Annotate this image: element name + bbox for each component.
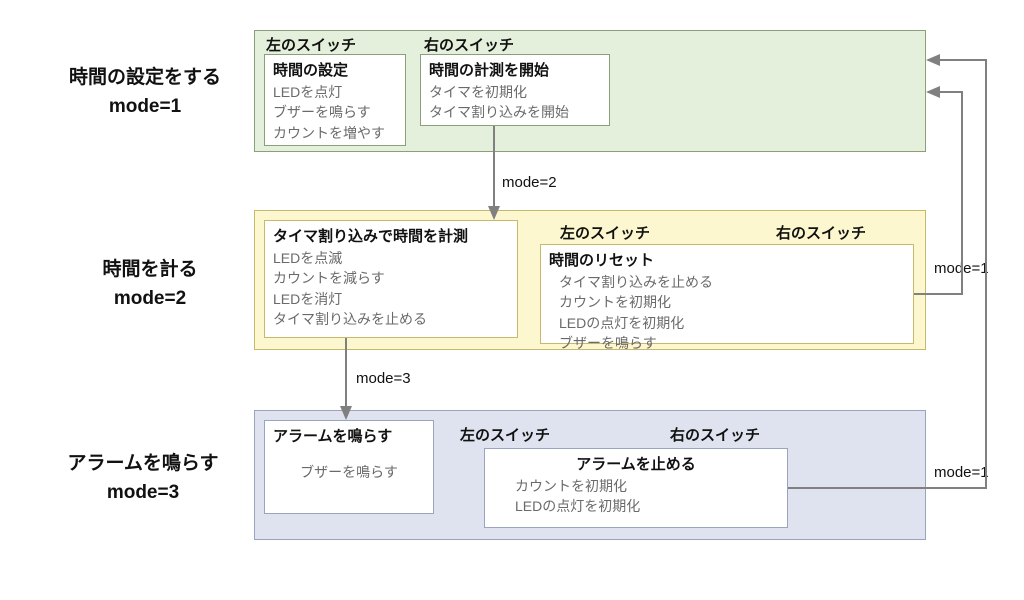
mode3-side-label: アラームを鳴らす mode=3 (38, 450, 248, 507)
mode1-right-switch-label: 右のスイッチ (424, 34, 514, 55)
mode2-side-label: 時間を計る mode=2 (70, 256, 230, 313)
mode3-left-switch-label: 左のスイッチ (460, 424, 550, 445)
mode3-right-subbox: アラームを止める カウントを初期化 LEDの点灯を初期化 (484, 448, 788, 528)
mode1-right-lines: タイマを初期化 タイマ割り込みを開始 (421, 82, 609, 129)
mode2-left-switch-label: 左のスイッチ (560, 222, 650, 243)
mode1-side-sub: mode=1 (50, 93, 240, 122)
mode1-left-subbox: 時間の設定 LEDを点灯 ブザーを鳴らす カウントを増やす (264, 54, 406, 146)
mode3-left-subbox: アラームを鳴らす ブザーを鳴らす (264, 420, 434, 514)
mode1-left-lines: LEDを点灯 ブザーを鳴らす カウントを増やす (265, 82, 405, 149)
mode2-side-title: 時間を計る (70, 256, 230, 285)
mode2-left-title: タイマ割り込みで時間を計測 (265, 221, 517, 248)
edge-2-1-label: mode=1 (934, 260, 989, 277)
mode3-left-lines: ブザーを鳴らす (265, 448, 433, 488)
edge-3-1-label: mode=1 (934, 464, 989, 481)
mode2-right-switch-label: 右のスイッチ (776, 222, 866, 243)
mode3-right-switch-label: 右のスイッチ (670, 424, 760, 445)
mode3-right-lines: カウントを初期化 LEDの点灯を初期化 (485, 476, 787, 523)
mode1-right-subbox: 時間の計測を開始 タイマを初期化 タイマ割り込みを開始 (420, 54, 610, 126)
diagram-stage: 時間の設定をする mode=1 時間を計る mode=2 アラームを鳴らす mo… (0, 0, 1024, 600)
mode1-side-title: 時間の設定をする (50, 64, 240, 93)
edge-1-2-label: mode=2 (502, 174, 557, 191)
mode2-right-subbox: 時間のリセット タイマ割り込みを止める カウントを初期化 LEDの点灯を初期化 … (540, 244, 914, 344)
mode1-left-title: 時間の設定 (265, 55, 405, 82)
edge-2-3-label: mode=3 (356, 370, 411, 387)
mode1-right-title: 時間の計測を開始 (421, 55, 609, 82)
mode3-side-title: アラームを鳴らす (38, 450, 248, 479)
mode2-side-sub: mode=2 (70, 285, 230, 314)
mode1-side-label: 時間の設定をする mode=1 (50, 64, 240, 121)
mode3-side-sub: mode=3 (38, 479, 248, 508)
mode1-left-switch-label: 左のスイッチ (266, 34, 356, 55)
mode3-left-title: アラームを鳴らす (265, 421, 433, 448)
mode2-right-lines: タイマ割り込みを止める カウントを初期化 LEDの点灯を初期化 ブザーを鳴らす (541, 272, 913, 359)
mode2-left-lines: LEDを点滅 カウントを減らす LEDを消灯 タイマ割り込みを止める (265, 248, 517, 335)
mode3-right-title: アラームを止める (485, 449, 787, 476)
mode2-right-title: 時間のリセット (541, 245, 913, 272)
mode2-left-subbox: タイマ割り込みで時間を計測 LEDを点滅 カウントを減らす LEDを消灯 タイマ… (264, 220, 518, 338)
